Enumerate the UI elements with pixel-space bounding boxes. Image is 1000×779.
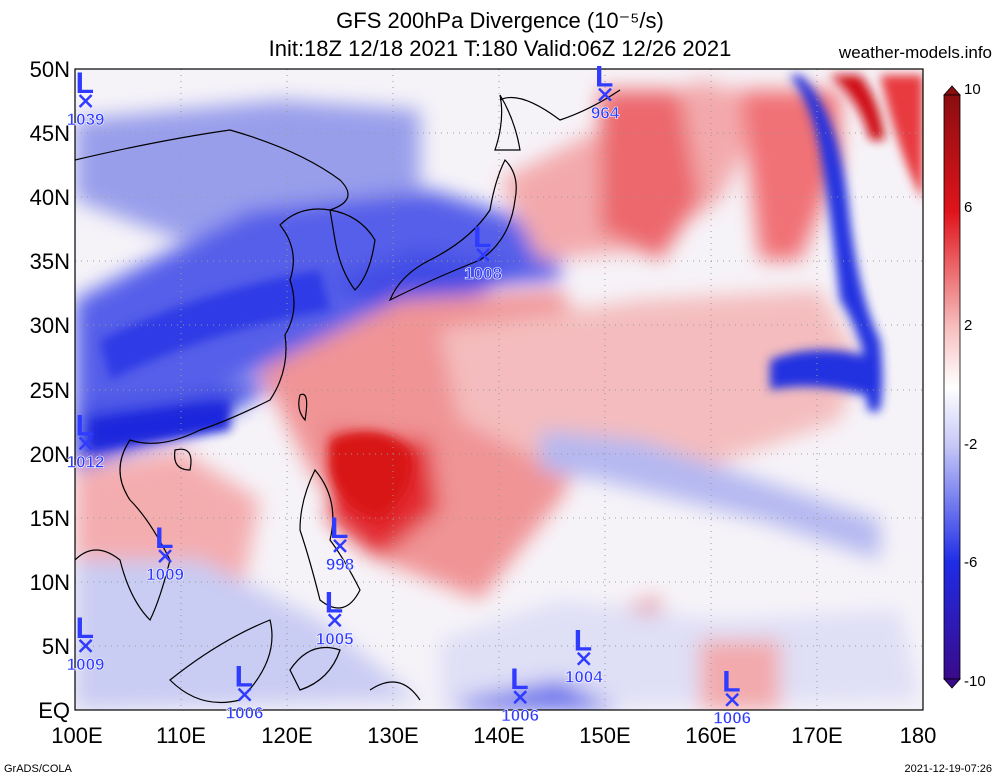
lon-label: 100E xyxy=(51,723,102,748)
colorbar-scale xyxy=(943,94,961,680)
lat-label: 25N xyxy=(30,378,70,403)
low-symbol: L xyxy=(325,586,343,619)
low-center-marker xyxy=(158,549,172,564)
low-pressure-system: L 1009 xyxy=(66,612,105,674)
map-title: GFS 200hPa Divergence (10⁻⁵/s) xyxy=(336,8,664,33)
lon-label: 120E xyxy=(261,723,312,748)
low-symbol: L xyxy=(76,612,94,645)
site-name: weather-models.info xyxy=(838,43,992,62)
low-symbol: L xyxy=(76,409,94,442)
latitude-axis: 50N 45N 40N 35N 30N 25N 20N 15N 10N 5N E… xyxy=(30,57,70,723)
lon-label: 170E xyxy=(791,723,842,748)
pressure-value: 964 xyxy=(591,104,620,123)
lat-label: 15N xyxy=(30,506,70,531)
lat-label: 30N xyxy=(30,313,70,338)
low-symbol: L xyxy=(510,663,528,696)
lat-label: EQ xyxy=(38,698,70,723)
low-center-marker xyxy=(333,539,347,553)
lon-label: 160E xyxy=(685,723,736,748)
pressure-value: 1005 xyxy=(316,629,354,648)
colorbar-top-arrow xyxy=(943,85,961,96)
lon-label: 180 xyxy=(900,723,937,748)
low-center-marker xyxy=(476,248,490,262)
longitude-axis: 100E 110E 120E 130E 140E 150E 160E 170E … xyxy=(51,723,936,748)
low-center-marker xyxy=(78,94,93,108)
software-credit: GrADS/COLA xyxy=(4,763,72,775)
lat-label: 35N xyxy=(30,249,70,274)
pressure-value: 1006 xyxy=(713,709,751,728)
pressure-value: 1008 xyxy=(464,264,502,283)
low-symbol: L xyxy=(574,625,592,658)
low-center-marker xyxy=(237,687,252,702)
lat-lon-grid xyxy=(75,69,923,710)
low-pressure-system: L 1039 xyxy=(66,67,105,129)
pressure-value: 998 xyxy=(326,555,354,574)
low-symbol: L xyxy=(76,67,94,100)
lon-label: 130E xyxy=(367,723,418,748)
low-center-marker xyxy=(78,639,93,653)
low-pressure-system: L 1004 xyxy=(565,625,604,687)
low-symbol: L xyxy=(473,221,491,254)
low-pressure-system: L 1005 xyxy=(315,586,354,648)
map-frame xyxy=(74,68,924,711)
colorbar-label: -10 xyxy=(964,673,986,690)
colorbar-label: 2 xyxy=(964,317,972,334)
low-center-marker xyxy=(725,692,740,707)
low-symbol: L xyxy=(235,661,253,694)
low-center-marker xyxy=(78,436,93,451)
map-subtitle: Init:18Z 12/18 2021 T:180 Valid:06Z 12/2… xyxy=(268,36,732,61)
pressure-value: 1012 xyxy=(67,452,105,471)
lon-label: 110E xyxy=(156,723,206,748)
low-pressure-system: L 998 xyxy=(326,512,355,574)
colorbar-label: -2 xyxy=(964,436,977,453)
low-symbol: L xyxy=(155,522,173,555)
colorbar-bottom-arrow xyxy=(943,678,961,689)
colorbar-label: -6 xyxy=(964,554,977,571)
render-timestamp: 2021-12-19-07:26 xyxy=(904,763,992,775)
low-pressure-system: L 1006 xyxy=(713,666,751,728)
colorbar: 10 6 2 -2 -6 -10 xyxy=(943,81,986,690)
low-center-marker xyxy=(513,690,528,705)
low-pressure-system: L 964 xyxy=(591,61,621,123)
lat-label: 50N xyxy=(30,57,70,82)
coastlines xyxy=(75,89,621,704)
pressure-value: 1009 xyxy=(67,655,105,674)
lon-label: 150E xyxy=(579,723,630,748)
pressure-value: 1006 xyxy=(226,704,264,723)
low-pressure-markers: L 1039 L 964 L 1008 L 1012 L 1009 L 998 L 1005 L 1009 L 1… xyxy=(66,61,751,728)
lat-label: 45N xyxy=(30,121,70,146)
low-symbol: L xyxy=(595,61,613,94)
lat-label: 20N xyxy=(30,442,70,467)
lon-label: 140E xyxy=(473,723,524,748)
pressure-value: 1009 xyxy=(146,565,184,584)
low-pressure-system: L 1006 xyxy=(501,663,539,725)
low-pressure-system: L 1008 xyxy=(464,221,502,283)
pressure-value: 1006 xyxy=(501,706,539,725)
pressure-value: 1039 xyxy=(67,110,105,129)
low-pressure-system: L 1009 xyxy=(146,522,184,584)
low-center-marker xyxy=(327,613,342,628)
low-symbol: L xyxy=(330,512,348,545)
low-pressure-system: L 1006 xyxy=(225,661,264,723)
colorbar-label: 6 xyxy=(964,199,972,216)
low-pressure-system: L 1012 xyxy=(66,409,105,471)
low-center-marker xyxy=(598,87,612,102)
lat-label: 5N xyxy=(42,634,70,659)
low-symbol: L xyxy=(722,666,740,699)
pressure-value: 1004 xyxy=(565,668,603,687)
lat-label: 10N xyxy=(30,570,70,595)
low-center-marker xyxy=(576,651,591,666)
lat-label: 40N xyxy=(30,185,70,210)
colorbar-label: 10 xyxy=(964,81,981,98)
